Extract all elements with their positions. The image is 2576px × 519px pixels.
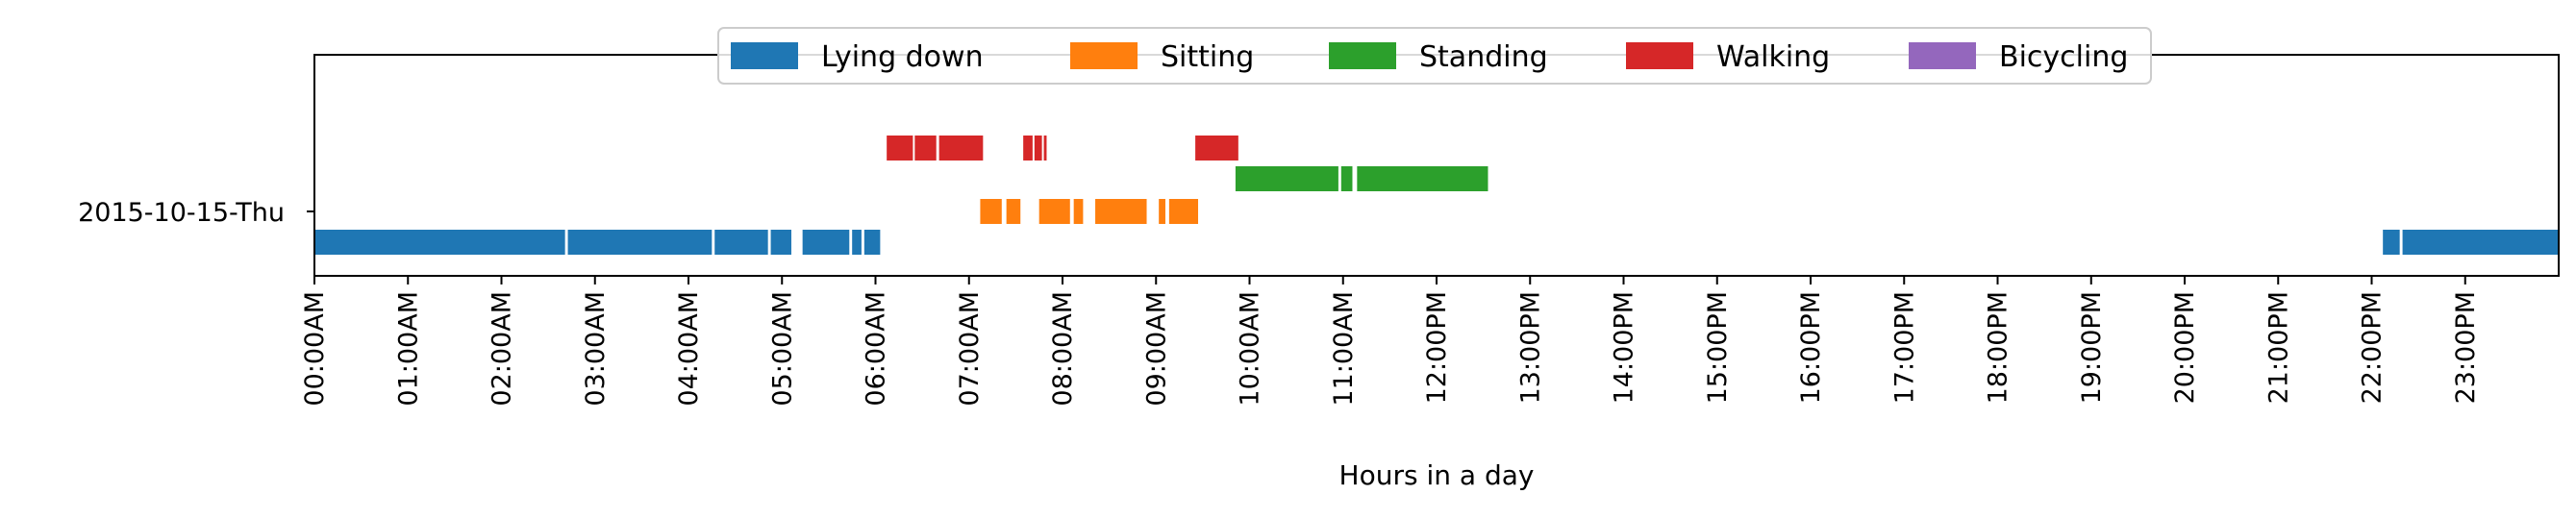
- x-tick-label: 04:00AM: [674, 291, 704, 407]
- legend-swatch-lying-down: [731, 42, 798, 69]
- bar-sitting: [1168, 199, 1199, 224]
- x-tick-label: 23:00PM: [2451, 291, 2481, 404]
- bar-lying-down: [2383, 230, 2400, 255]
- x-axis-label: Hours in a day: [1339, 459, 1535, 491]
- legend-box: [717, 27, 2152, 85]
- x-tick-label: 17:00PM: [1889, 291, 1919, 404]
- bar-sitting: [1006, 199, 1021, 224]
- x-tick-label: 01:00AM: [393, 291, 423, 407]
- bar-walking: [1034, 136, 1042, 161]
- bar-walking: [1195, 136, 1238, 161]
- bar-walking: [914, 136, 937, 161]
- bar-sitting: [1095, 199, 1147, 224]
- legend-swatch-walking: [1626, 42, 1693, 69]
- x-tick-label: 03:00AM: [581, 291, 611, 407]
- bar-sitting: [980, 199, 1002, 224]
- x-tick-label: 05:00AM: [767, 291, 797, 407]
- legend-label-lying-down: Lying down: [821, 40, 984, 74]
- x-tick-label: 08:00AM: [1048, 291, 1078, 407]
- bar-standing: [1340, 166, 1353, 191]
- x-tick-label: 09:00AM: [1141, 291, 1171, 407]
- bar-walking: [1043, 136, 1047, 161]
- bar-standing: [1357, 166, 1488, 191]
- bar-walking: [887, 136, 913, 161]
- bar-lying-down: [567, 230, 713, 255]
- bar-standing: [1235, 166, 1338, 191]
- bar-sitting: [1073, 199, 1084, 224]
- bar-lying-down: [852, 230, 862, 255]
- x-tick-label: 07:00AM: [955, 291, 985, 407]
- bar-sitting: [1038, 199, 1070, 224]
- x-tick-label: 21:00PM: [2263, 291, 2293, 404]
- legend-label-walking: Walking: [1716, 40, 1830, 74]
- bars-layer: [314, 136, 2559, 255]
- x-tick-label: 11:00AM: [1329, 291, 1359, 407]
- x-tick-label: 19:00PM: [2077, 291, 2107, 404]
- bar-lying-down: [770, 230, 791, 255]
- legend-swatch-bicycling: [1909, 42, 1976, 69]
- legend-swatch-sitting: [1070, 42, 1138, 69]
- bar-walking: [1023, 136, 1033, 161]
- x-tick-label: 22:00PM: [2358, 291, 2388, 404]
- x-tick-label: 13:00PM: [1515, 291, 1545, 404]
- x-axis: 00:00AM 01:00AM 02:00AM 03:00AM 04:00AM 05:00…: [300, 276, 2481, 407]
- x-tick-label: 12:00PM: [1422, 291, 1452, 404]
- x-tick-label: 02:00AM: [488, 291, 517, 407]
- bar-sitting: [1159, 199, 1165, 224]
- x-tick-label: 10:00AM: [1236, 291, 1265, 407]
- bar-lying-down: [2402, 230, 2559, 255]
- bar-walking: [938, 136, 984, 161]
- x-tick-label: 20:00PM: [2170, 291, 2200, 404]
- legend-label-standing: Standing: [1419, 40, 1548, 74]
- legend-label-bicycling: Bicycling: [1999, 40, 2128, 74]
- bar-lying-down: [863, 230, 881, 255]
- legend-label-sitting: Sitting: [1161, 40, 1254, 74]
- legend: Lying down Sitting Standing Walking Bicyclin…: [717, 27, 2152, 85]
- legend-swatch-standing: [1329, 42, 1396, 69]
- bar-lying-down: [802, 230, 850, 255]
- x-tick-label: 14:00PM: [1610, 291, 1639, 404]
- bar-lying-down: [314, 230, 565, 255]
- y-tick-label-date: 2015-10-15-Thu: [78, 198, 285, 228]
- x-tick-label: 15:00PM: [1703, 291, 1733, 404]
- x-tick-label: 18:00PM: [1984, 291, 2013, 404]
- x-tick-label: 00:00AM: [300, 291, 330, 407]
- bar-lying-down: [714, 230, 768, 255]
- x-tick-label: 06:00AM: [862, 291, 891, 407]
- x-tick-label: 16:00PM: [1796, 291, 1826, 404]
